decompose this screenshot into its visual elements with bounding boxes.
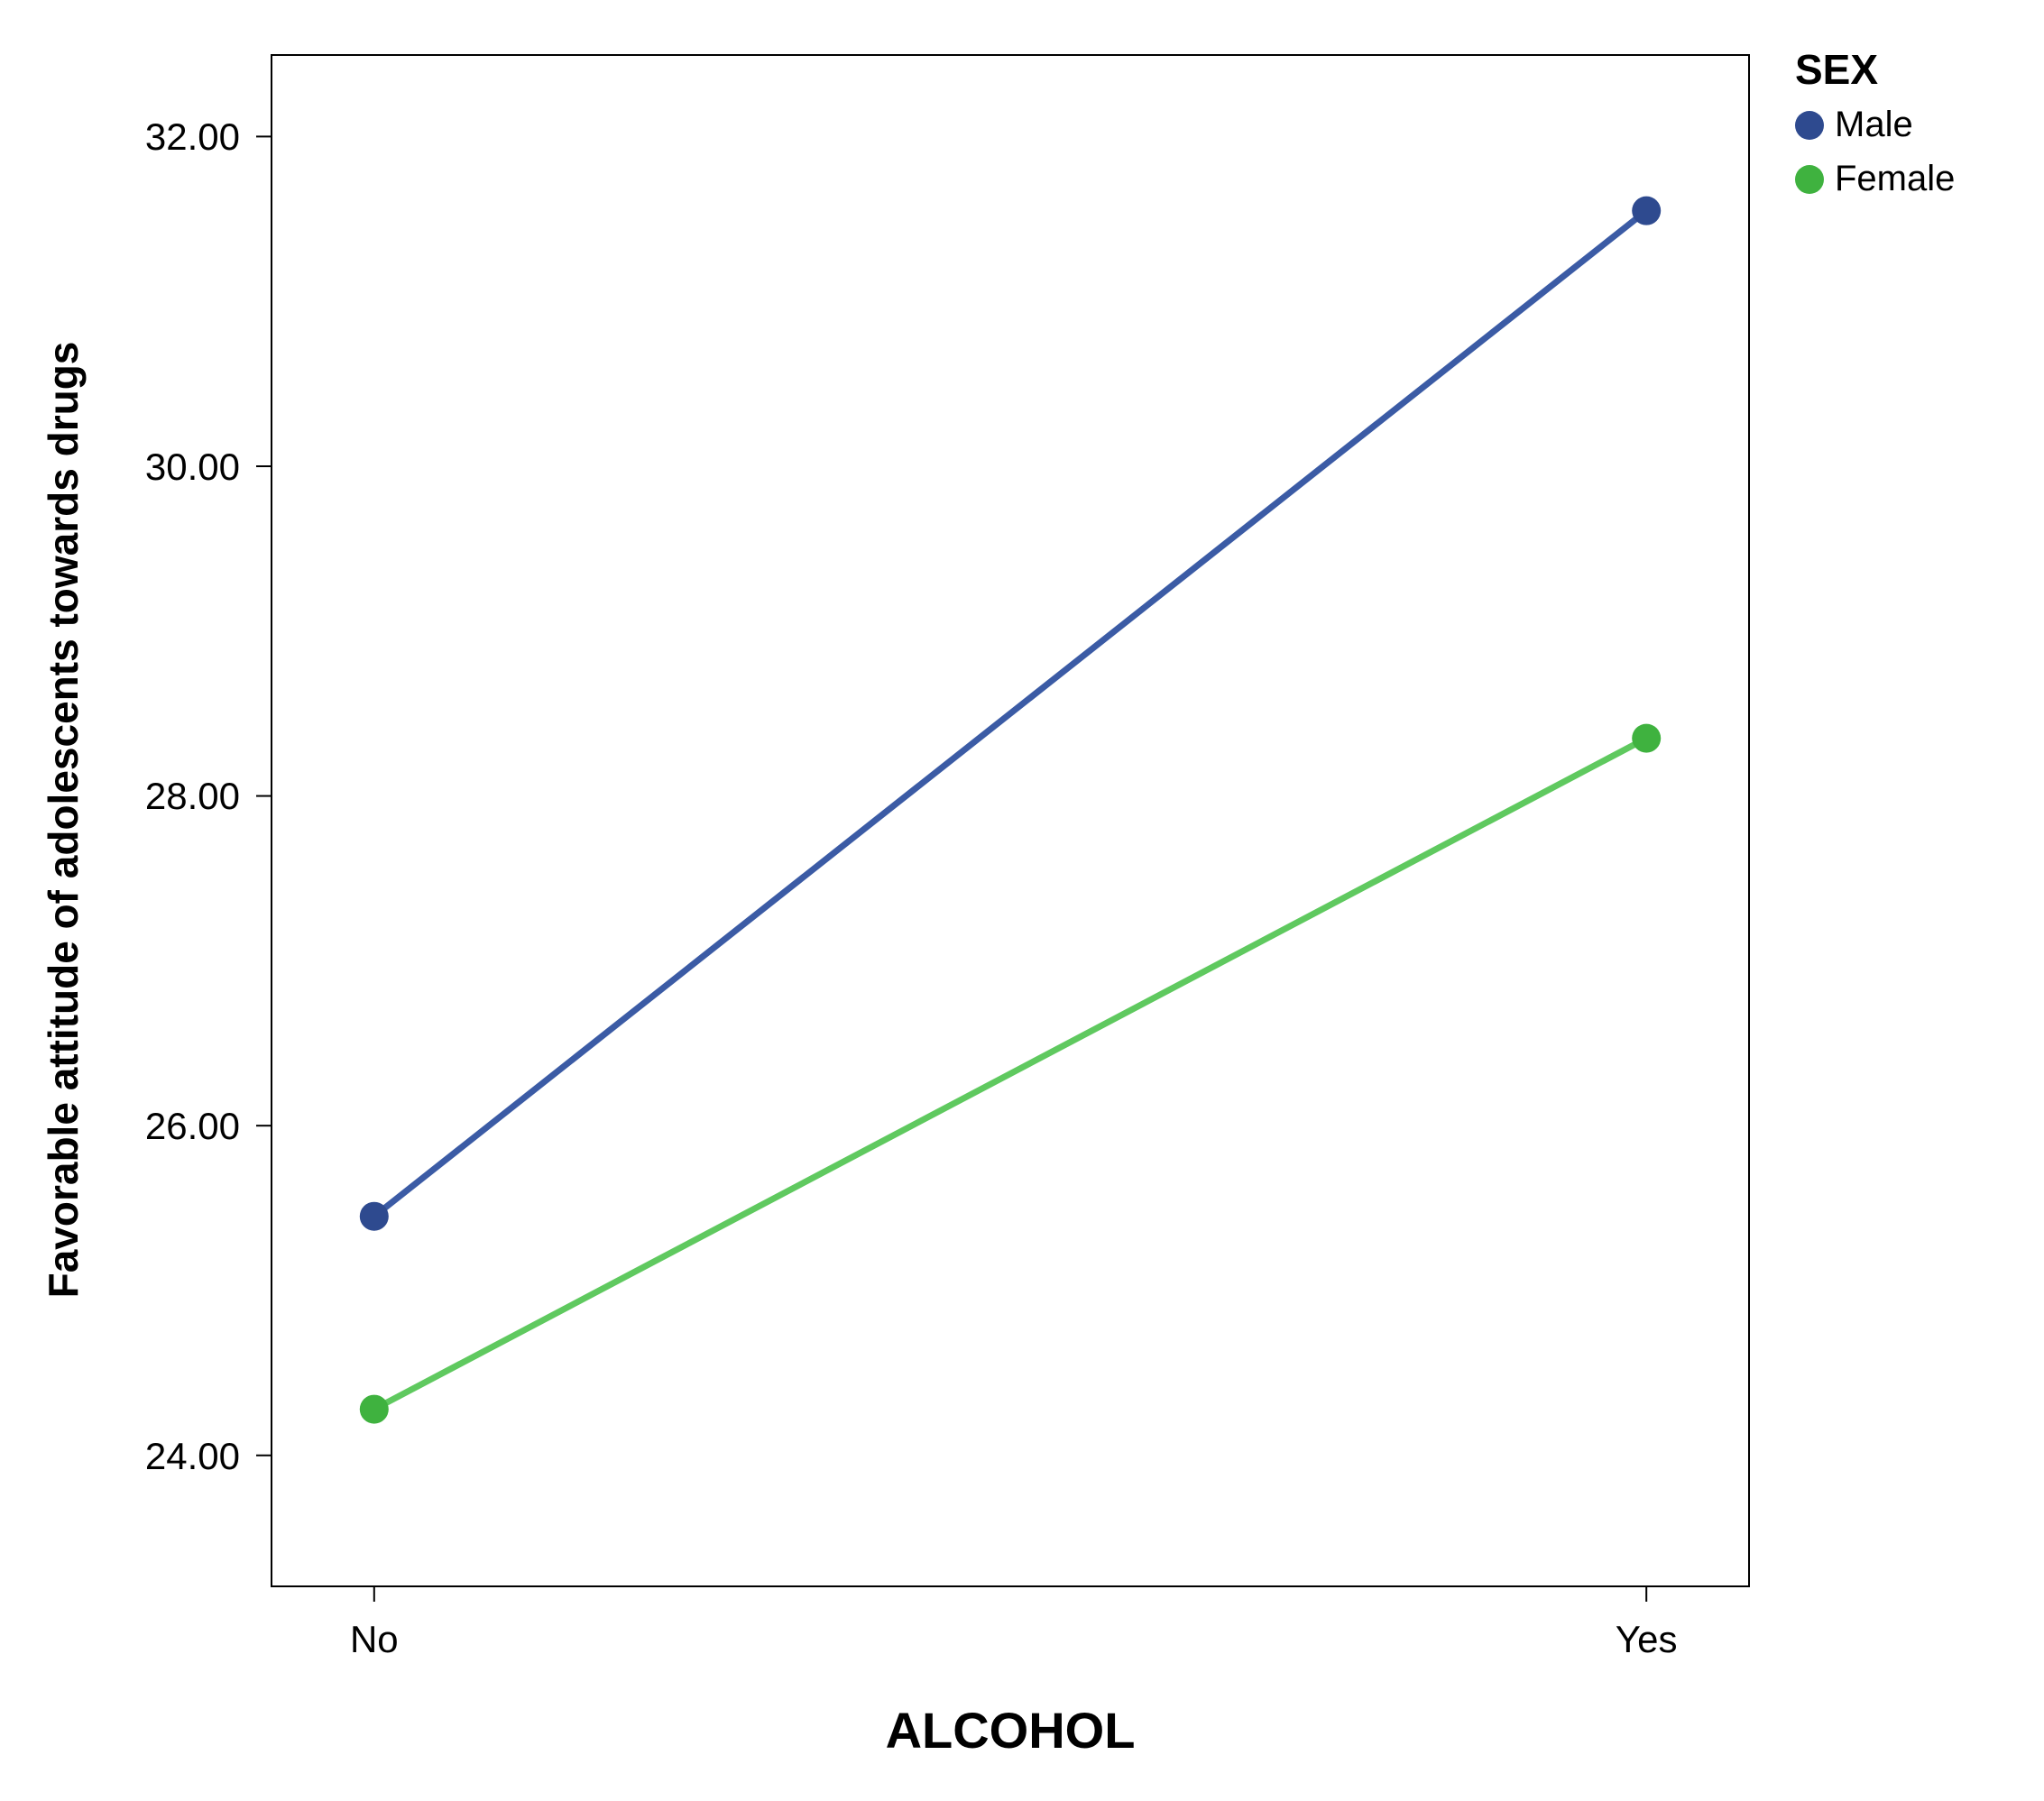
legend-item-male: Male — [1795, 105, 1913, 145]
y-tick-label: 30.00 — [145, 446, 240, 489]
x-tick-label: No — [302, 1618, 447, 1661]
legend-item-label: Male — [1835, 105, 1913, 145]
legend-item-label: Female — [1835, 159, 1955, 199]
y-tick-label: 26.00 — [145, 1105, 240, 1148]
series-line-male — [374, 211, 1646, 1217]
legend-item-female: Female — [1795, 159, 1955, 199]
legend-swatch-icon — [1795, 165, 1824, 194]
y-tick-label: 28.00 — [145, 775, 240, 818]
y-tick-label: 32.00 — [145, 115, 240, 159]
y-axis-label: Favorable attitude of adolescents toward… — [39, 188, 87, 1451]
legend-title: SEX — [1795, 45, 1878, 94]
series-line-female — [374, 739, 1646, 1410]
series-marker-male — [360, 1202, 389, 1231]
series-marker-female — [360, 1395, 389, 1424]
series-marker-male — [1632, 197, 1661, 225]
x-tick-label: Yes — [1574, 1618, 1718, 1661]
series-marker-female — [1632, 724, 1661, 753]
x-axis-label: ALCOHOL — [271, 1701, 1750, 1760]
chart-container: Favorable attitude of adolescents toward… — [0, 0, 2044, 1801]
chart-svg — [0, 0, 2044, 1801]
y-tick-label: 24.00 — [145, 1435, 240, 1478]
legend-swatch-icon — [1795, 111, 1824, 140]
